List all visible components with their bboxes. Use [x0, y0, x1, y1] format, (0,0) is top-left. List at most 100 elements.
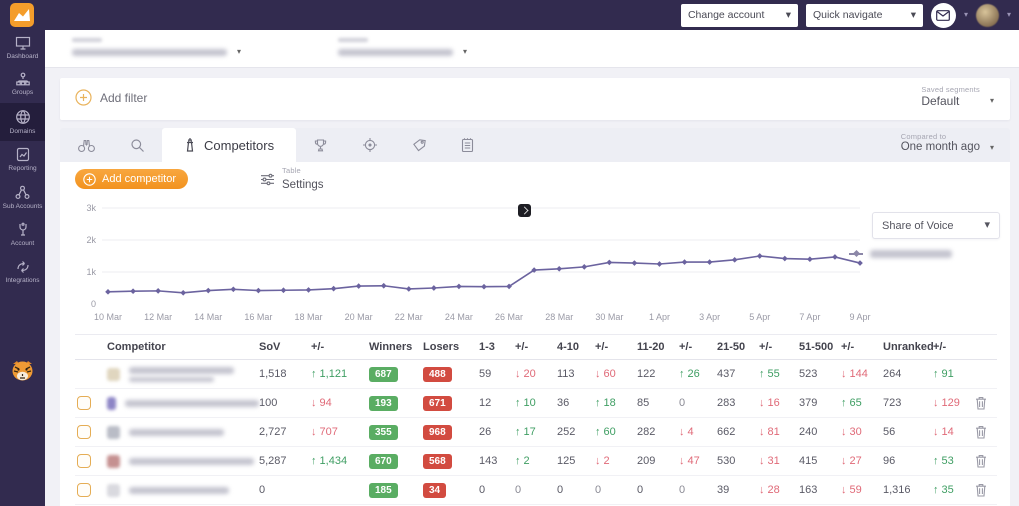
column-header[interactable]: Unranked — [883, 341, 934, 353]
column-header[interactable]: +/- — [311, 341, 325, 353]
domain-selector-masked[interactable]: ▾ — [338, 38, 467, 56]
chart-metric-dropdown[interactable]: Share of Voice ▾ — [872, 212, 1000, 239]
row-checkbox[interactable] — [77, 396, 91, 410]
competitor-favicon — [107, 483, 120, 497]
compared-to-dropdown[interactable]: Compared to One month ago ▾ — [901, 132, 994, 153]
cell-rank-change: ↑ 26 — [679, 368, 717, 380]
cell-losers: 34 — [423, 482, 479, 498]
sidebar-item-domains[interactable]: Domains — [0, 102, 45, 142]
cell-rank-count: 59 — [479, 368, 492, 380]
cell-losers: 568 — [423, 453, 479, 469]
change-value: ↑ 10 — [515, 397, 536, 409]
sidebar-nav: Dashboard Groups Domains Reporting Sub A… — [0, 30, 45, 506]
legend-line-marker-icon — [849, 253, 863, 255]
y-tick-label: 1k — [86, 267, 96, 277]
delete-competitor-button[interactable] — [975, 483, 997, 497]
column-header[interactable]: SoV — [259, 341, 281, 353]
cell-rank-change: ↓ 47 — [679, 455, 717, 467]
cell-rank-count: 113 — [557, 368, 575, 380]
data-point — [731, 257, 738, 263]
messages-button[interactable] — [930, 2, 956, 28]
tab-landing-pages[interactable] — [345, 128, 395, 162]
chevron-down-icon[interactable]: ▾ — [963, 10, 968, 19]
change-value: ↑ 18 — [595, 397, 616, 409]
sidebar-item-account[interactable]: Account — [0, 216, 45, 253]
cell-rank-count: 379 — [799, 397, 818, 409]
row-checkbox[interactable] — [77, 483, 91, 497]
data-point — [380, 282, 387, 289]
sidebar-item-sub-accounts[interactable]: Sub Accounts — [0, 179, 45, 216]
column-header[interactable]: +/- — [515, 341, 529, 353]
sidebar-item-reporting[interactable]: Reporting — [0, 141, 45, 178]
data-point — [105, 289, 111, 295]
delete-competitor-button[interactable] — [975, 425, 997, 439]
sidebar-item-groups[interactable]: Groups — [0, 66, 45, 102]
row-checkbox[interactable] — [77, 425, 91, 439]
delete-competitor-button[interactable] — [975, 396, 997, 410]
saved-segments-dropdown[interactable]: Saved segments Default ▾ — [921, 85, 994, 108]
table-settings-button[interactable]: Table Settings — [260, 166, 324, 193]
chat-mascot-icon[interactable] — [9, 358, 36, 390]
user-avatar[interactable] — [975, 3, 999, 27]
column-header[interactable]: +/- — [841, 341, 855, 353]
tab-keywords-search[interactable] — [113, 128, 162, 162]
quick-navigate-label: Quick navigate — [812, 9, 883, 21]
add-filter-button[interactable]: Add filter — [75, 89, 147, 106]
filter-bar: Add filter Saved segments Default ▾ — [60, 78, 1010, 120]
column-header[interactable]: 1-3 — [479, 341, 495, 353]
column-header[interactable]: 21-50 — [717, 341, 746, 353]
data-point — [756, 253, 763, 259]
tab-winners[interactable] — [296, 128, 345, 162]
chevron-down-icon[interactable]: ▾ — [1006, 10, 1011, 19]
x-tick-label: 24 Mar — [445, 312, 473, 322]
sidebar-item-dashboard[interactable]: Dashboard — [0, 30, 45, 66]
add-competitor-button[interactable]: Add competitor — [75, 169, 188, 189]
cell-rank-count: 12 — [479, 397, 492, 409]
cell-rank-change: ↓ 20 — [515, 368, 557, 380]
selector-label-masked — [72, 38, 102, 42]
dashboard-icon — [15, 36, 30, 50]
column-header[interactable]: +/- — [679, 341, 693, 353]
column-header[interactable]: +/- — [759, 341, 773, 353]
change-value: 0 — [595, 484, 602, 496]
sidebar-item-integrations[interactable]: Integrations — [0, 254, 45, 290]
tab-competitors[interactable]: Competitors — [162, 128, 297, 162]
competitor-name-masked — [129, 457, 254, 465]
tab-notes[interactable] — [444, 128, 491, 162]
column-header[interactable]: +/- — [595, 341, 609, 353]
chart-note-marker[interactable] — [518, 204, 531, 217]
column-header[interactable]: 4-10 — [557, 341, 580, 353]
trash-icon — [976, 484, 986, 497]
row-checkbox[interactable] — [77, 454, 91, 468]
column-header[interactable]: 51-500 — [799, 341, 834, 353]
change-value: ↑ 53 — [933, 455, 954, 467]
winners-badge: 670 — [369, 453, 398, 469]
data-point — [355, 283, 362, 289]
change-value: ↓ 27 — [841, 455, 862, 467]
x-tick-label: 30 Mar — [595, 312, 623, 322]
delete-competitor-button[interactable] — [975, 454, 997, 468]
chevron-down-icon: ▾ — [785, 8, 791, 21]
cell-rank-count: 39 — [717, 484, 730, 496]
winners-badge: 193 — [369, 395, 398, 411]
quick-navigate-dropdown[interactable]: Quick navigate ▾ — [805, 3, 923, 27]
change-account-dropdown[interactable]: Change account ▾ — [680, 3, 798, 27]
plus-circle-icon — [75, 89, 92, 106]
binoculars-icon — [78, 139, 95, 152]
column-header[interactable]: +/- — [933, 341, 947, 353]
column-header[interactable]: 11-20 — [637, 341, 665, 353]
change-value: ↓ 20 — [515, 368, 536, 380]
envelope-icon — [936, 9, 951, 21]
tab-overview[interactable] — [60, 128, 113, 162]
app-logo-icon[interactable] — [9, 2, 35, 28]
change-value: ↑ 55 — [759, 368, 780, 380]
change-value: ↑ 91 — [933, 368, 954, 380]
column-header[interactable]: Competitor — [107, 341, 166, 353]
column-header[interactable]: Losers — [423, 341, 460, 353]
change-value: ↑ 26 — [679, 368, 700, 380]
group-selector-masked[interactable]: ▾ — [72, 38, 241, 56]
tab-tags[interactable] — [395, 128, 444, 162]
change-value: ↓ 2 — [595, 455, 610, 467]
column-header[interactable]: Winners — [369, 341, 413, 353]
